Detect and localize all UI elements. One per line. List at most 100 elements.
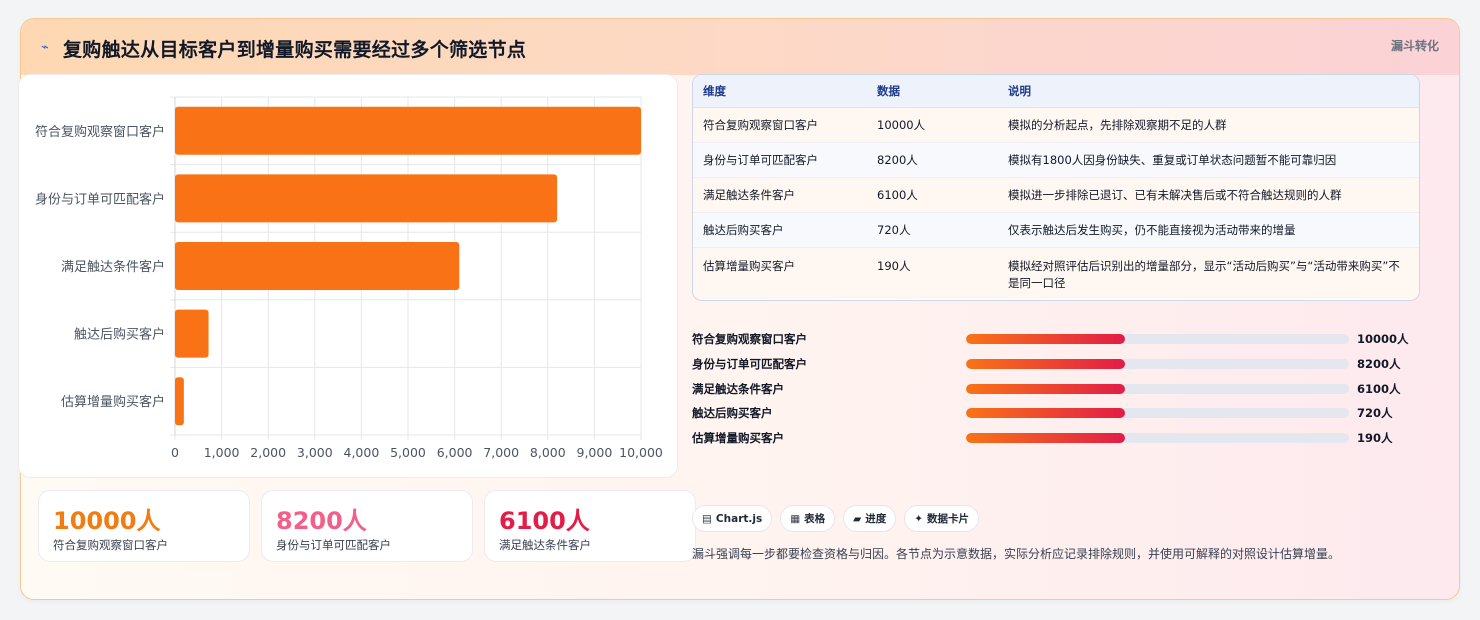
x-tick-label: 3,000 (297, 445, 333, 460)
chip-label: Chart.js (715, 512, 763, 525)
card-header: ⌁ 复购触达从目标客户到增量购买需要经过多个筛选节点 漏斗转化 (21, 19, 1459, 75)
table-row: 身份与订单可匹配客户 8200人 模拟有1800人因身份缺失、重复或订单状态问题… (693, 142, 1419, 178)
chip-table[interactable]: ▦ 表格 (780, 505, 836, 532)
chip-label: 数据卡片 (927, 513, 970, 525)
stat-value: 6100人 (499, 507, 590, 535)
chip-chartjs[interactable]: ▤ Chart.js (692, 505, 773, 532)
table-cell-description: 模拟的分析起点，先排除观察期不足的人群 (998, 107, 1419, 143)
x-tick-label: 9,000 (577, 445, 613, 460)
x-tick-label: 1,000 (204, 445, 240, 460)
progress-value: 10000人 (1357, 332, 1409, 346)
x-tick-label: 10,000 (619, 445, 663, 460)
table-cell-dimension: 符合复购观察窗口客户 (693, 107, 867, 143)
x-tick-label: 2,000 (250, 445, 286, 460)
bar-chart[interactable]: 0 1,000 2,000 3,000 4,000 5,000 6,000 7,000 8,00… (19, 75, 679, 479)
bar (175, 106, 641, 155)
table-row: 满足触达条件客户 6100人 模拟进一步排除已退订、已有未解决售后或不符合触达规… (693, 177, 1419, 213)
x-tick-label: 4,000 (344, 445, 380, 460)
progress-track (966, 408, 1349, 418)
x-tick-label: 7,000 (483, 445, 519, 460)
stat-value: 8200人 (276, 507, 367, 535)
table-cell-description: 模拟有1800人因身份缺失、重复或订单状态问题暂不能可靠归因 (998, 142, 1419, 178)
table-row: 符合复购观察窗口客户 10000人 模拟的分析起点，先排除观察期不足的人群 (693, 107, 1419, 143)
table-cell-data: 10000人 (867, 107, 998, 143)
funnel-badge: 漏斗转化 (1390, 39, 1439, 53)
progress-value: 720人 (1357, 406, 1393, 420)
table-cell-data: 190人 (867, 247, 998, 299)
progress-fill (966, 408, 1125, 418)
progress-value: 190人 (1357, 431, 1393, 445)
y-tick-label: 估算增量购买客户 (61, 394, 165, 410)
table-header-row: 维度 数据 说明 (693, 75, 1419, 108)
progress-value: 6100人 (1357, 382, 1401, 396)
progress-fill (966, 384, 1125, 394)
progress-fill (966, 433, 1125, 443)
table-row: 触达后购买客户 720人 仅表示触达后发生购买，仍不能直接视为活动带来的增量 (693, 212, 1419, 248)
progress-track (966, 433, 1349, 443)
y-tick-label: 符合复购观察窗口客户 (35, 124, 165, 140)
stat-value: 10000人 (53, 507, 161, 535)
trend-line-icon: ⌁ (41, 40, 49, 55)
progress-fill (966, 334, 1125, 344)
tag-chip-list: ▤ Chart.js ▦ 表格 ▰ 进度 ✦ 数据卡片 (692, 505, 980, 532)
bar-chart-panel: 0 1,000 2,000 3,000 4,000 5,000 6,000 7,000 8,00… (18, 74, 678, 478)
footnote: 漏斗强调每一步都要检查资格与归因。各节点为示意数据，实际分析应记录排除规则，并使… (692, 547, 1341, 561)
x-tick-label: 5,000 (390, 445, 426, 460)
stat-card-matched: 8200人 身份与订单可匹配客户 (261, 490, 473, 562)
table-cell-dimension: 触达后购买客户 (693, 212, 867, 248)
progress-row: 符合复购观察窗口客户 10000人 (692, 330, 1422, 346)
bar (175, 174, 558, 223)
table-cell-dimension: 估算增量购买客户 (693, 247, 867, 299)
progress-value: 8200人 (1357, 357, 1401, 371)
table-cell-dimension: 身份与订单可匹配客户 (693, 142, 867, 178)
stat-label: 满足触达条件客户 (499, 538, 591, 552)
y-tick-label: 满足触达条件客户 (61, 259, 165, 275)
progress-label: 符合复购观察窗口客户 (692, 332, 807, 346)
stat-label: 身份与订单可匹配客户 (276, 538, 391, 552)
chip-data-card[interactable]: ✦ 数据卡片 (904, 505, 980, 532)
table-cell-description: 模拟经对照评估后识别出的增量部分，显示“活动后购买”与“活动带来购买”不是同一口… (998, 247, 1419, 299)
chart-icon: ▤ (702, 512, 712, 525)
progress-track (966, 384, 1349, 394)
y-tick-label: 身份与订单可匹配客户 (35, 191, 165, 207)
sparkle-icon: ✦ (914, 512, 924, 525)
stat-card-reachable: 6100人 满足触达条件客户 (484, 490, 696, 562)
table-row: 估算增量购买客户 190人 模拟经对照评估后识别出的增量部分，显示“活动后购买”… (693, 247, 1419, 299)
x-tick-label: 0 (171, 445, 179, 460)
progress-label: 估算增量购买客户 (692, 431, 784, 445)
progress-icon: ▰ (853, 512, 862, 525)
progress-fill (966, 359, 1125, 369)
progress-row: 触达后购买客户 720人 (692, 404, 1422, 420)
progress-track (966, 334, 1349, 344)
table-cell-description: 模拟进一步排除已退订、已有未解决售后或不符合触达规则的人群 (998, 177, 1419, 213)
stat-card-eligible: 10000人 符合复购观察窗口客户 (38, 490, 250, 562)
card-title: 复购触达从目标客户到增量购买需要经过多个筛选节点 (63, 39, 527, 61)
progress-label: 身份与订单可匹配客户 (692, 357, 807, 371)
table-cell-data: 8200人 (867, 142, 998, 178)
table-icon: ▦ (790, 512, 801, 525)
stat-label: 符合复购观察窗口客户 (53, 538, 168, 552)
chip-label: 进度 (865, 513, 887, 525)
table-cell-data: 720人 (867, 212, 998, 248)
x-tick-label: 8,000 (530, 445, 566, 460)
bar (175, 242, 460, 290)
table-cell-dimension: 满足触达条件客户 (693, 177, 867, 213)
table-cell-description: 仅表示触达后发生购买，仍不能直接视为活动带来的增量 (998, 212, 1419, 248)
chip-progress[interactable]: ▰ 进度 (843, 505, 897, 532)
bar (175, 377, 184, 426)
column-header-data: 数据 (867, 75, 998, 108)
progress-label: 满足触达条件客户 (692, 382, 784, 396)
column-header-description: 说明 (998, 75, 1419, 108)
y-tick-label: 触达后购买客户 (74, 327, 165, 343)
column-header-dimension: 维度 (693, 75, 867, 108)
funnel-table: 维度 数据 说明 符合复购观察窗口客户 10000人 模拟的分析起点，先排除观察… (692, 74, 1420, 301)
chip-label: 表格 (804, 513, 826, 525)
progress-track (966, 359, 1349, 369)
x-tick-label: 6,000 (437, 445, 473, 460)
progress-row: 估算增量购买客户 190人 (692, 429, 1422, 445)
progress-label: 触达后购买客户 (692, 406, 773, 420)
bar (175, 309, 209, 358)
table-cell-data: 6100人 (867, 177, 998, 213)
progress-row: 满足触达条件客户 6100人 (692, 380, 1422, 396)
progress-row: 身份与订单可匹配客户 8200人 (692, 355, 1422, 371)
